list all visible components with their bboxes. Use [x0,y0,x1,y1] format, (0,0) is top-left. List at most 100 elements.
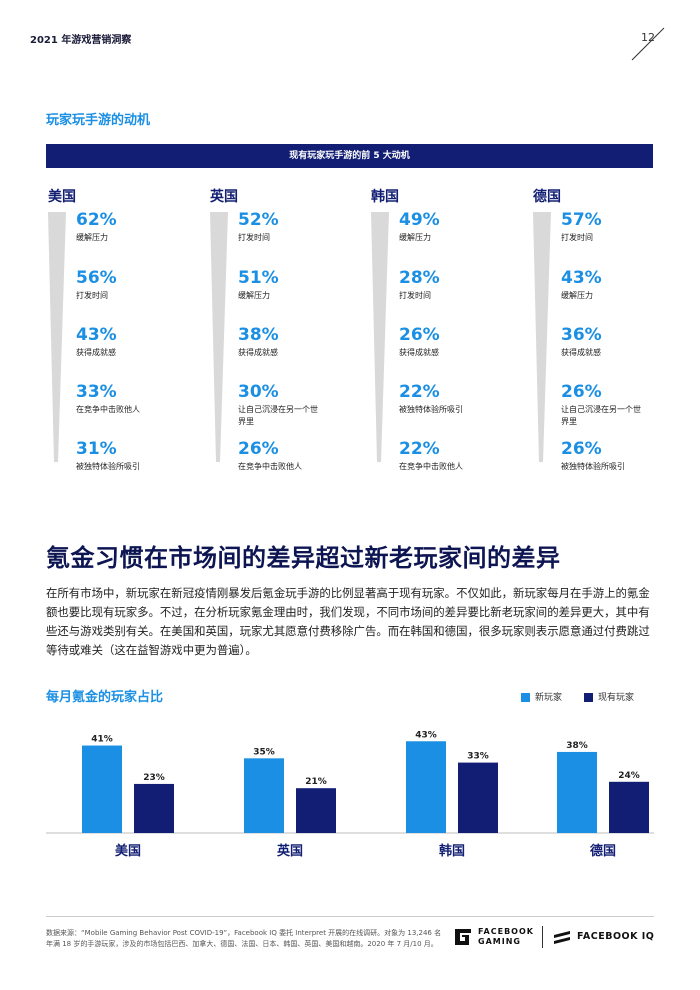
motivation-item: 57% 打发时间 [561,210,643,244]
bar-existing [296,788,336,833]
facebook-iq-text: FACEBOOK IQ [577,931,655,942]
motivation-percent: 56% [76,268,117,288]
motivation-percent: 57% [561,210,602,230]
facebook-gaming-logo: FACEBOOK GAMING [454,925,544,949]
bar-new [557,751,597,833]
legend-item-existing: 现有玩家 [584,690,634,703]
motivation-item: 38% 获得成就感 [238,325,320,359]
motivations-banner: 现有玩家玩手游的前 5 大动机 [46,144,653,168]
bar-value-label: 35% [253,747,275,757]
motivation-label: 让自己沉浸在另一个世界里 [238,405,318,426]
motivation-percent: 33% [76,382,117,402]
facebook-gaming-icon [455,929,471,945]
motivation-label: 让自己沉浸在另一个世界里 [561,405,641,426]
bar-new [244,758,284,833]
motivation-label: 缓解压力 [399,233,431,242]
motivation-percent: 62% [76,210,117,230]
motivation-item: 36% 获得成就感 [561,325,643,359]
motivation-percent: 49% [399,210,440,230]
motivation-item: 43% 获得成就感 [76,325,158,359]
facebook-gaming-line1: FACEBOOK [478,927,534,936]
motivation-item: 43% 缓解压力 [561,268,643,302]
motivation-label: 获得成就感 [399,348,439,357]
motivation-label: 获得成就感 [561,348,601,357]
legend-label-existing: 现有玩家 [598,693,635,703]
rank-wedge [371,212,389,462]
motivation-label: 在竞争中击败他人 [238,462,302,471]
bar-value-label: 24% [618,771,640,781]
legend-label-new: 新玩家 [535,693,563,703]
bar-existing [609,781,649,833]
motivation-percent: 31% [76,439,117,459]
category-label: 美国 [115,843,141,859]
rank-wedge [210,212,228,462]
category-label: 英国 [276,843,303,859]
slash-decoration [631,27,665,61]
motivation-label: 被独特体验所吸引 [76,462,140,471]
motivation-item: 62% 缓解压力 [76,210,158,244]
footer-divider [46,916,654,917]
motivation-percent: 43% [76,325,117,345]
motivation-item: 30% 让自己沉浸在另一个世界里 [238,382,320,428]
motivation-item: 26% 在竞争中击败他人 [238,439,320,473]
facebook-iq-logo: FACEBOOK IQ [553,927,663,949]
motivation-percent: 28% [399,268,440,288]
motivation-label: 获得成就感 [76,348,116,357]
bar-existing [134,783,174,833]
motivation-label: 缓解压力 [76,233,108,242]
motivation-percent: 43% [561,268,602,288]
footer-source: 数据来源：“Mobile Gaming Behavior Post COVID-… [46,929,442,948]
motivation-label: 获得成就感 [238,348,278,357]
motivation-item: 49% 缓解压力 [399,210,481,244]
motivation-percent: 26% [561,382,602,402]
category-label: 韩国 [439,843,465,859]
motivation-item: 22% 在竞争中击败他人 [399,439,481,473]
bar-chart: 41% 23% 美国 35% 21% 英国 43% 33% 韩国 38% 24% 德国 [46,730,654,859]
motivation-item: 26% 获得成就感 [399,325,481,359]
motivations-section-title: 玩家玩手游的动机 [46,113,151,128]
country-label: 美国 [48,189,76,205]
spending-heading: 氪金习惯在市场间的差异超过新老玩家间的差异 [46,544,561,572]
bar-new [82,745,122,833]
motivation-percent: 51% [238,268,279,288]
motivation-label: 被独特体验所吸引 [561,462,625,471]
bar-value-label: 23% [143,773,165,783]
rank-wedge [533,212,551,462]
motivation-percent: 36% [561,325,602,345]
spending-paragraph: 在所有市场中，新玩家在新冠疫情刚暴发后氪金玩手游的比例显著高于现有玩家。不仅如此… [46,586,650,657]
motivation-item: 22% 被独特体验所吸引 [399,382,481,416]
motivation-label: 在竞争中击败他人 [76,405,140,414]
motivation-percent: 52% [238,210,279,230]
motivation-label: 缓解压力 [561,291,593,300]
motivation-percent: 22% [399,382,440,402]
motivation-column: 德国 57% 打发时间 43% 缓解压力 36% 获得成就感 26% 让自己沉浸在另一个世界里 2… [531,182,681,482]
motivation-percent: 26% [238,439,279,459]
bar-new [406,741,446,833]
motivation-label: 打发时间 [561,233,593,242]
category-label: 德国 [590,843,616,859]
bar-value-label: 33% [467,752,489,762]
legend-swatch-existing [584,693,593,702]
motivation-label: 被独特体验所吸引 [399,405,463,414]
motivation-percent: 26% [399,325,440,345]
legend-swatch-new [521,693,530,702]
header-title: 2021 年游戏营销洞察 [30,35,132,46]
motivation-column: 美国 62% 缓解压力 56% 打发时间 43% 获得成就感 33% 在竞争中击败他人 31% 被独… [46,182,196,482]
motivation-item: 56% 打发时间 [76,268,158,302]
bar-value-label: 43% [415,730,437,740]
motivation-label: 在竞争中击败他人 [399,462,463,471]
motivation-item: 28% 打发时间 [399,268,481,302]
logo-separator [542,926,543,948]
legend-item-new: 新玩家 [521,690,562,703]
motivation-item: 31% 被独特体验所吸引 [76,439,158,473]
bar-existing [458,762,498,833]
motivation-percent: 22% [399,439,440,459]
motivation-item: 26% 被独特体验所吸引 [561,439,643,473]
bar-value-label: 41% [91,735,113,745]
motivation-item: 33% 在竞争中击败他人 [76,382,158,416]
motivation-percent: 38% [238,325,279,345]
facebook-gaming-line2: GAMING [478,937,521,946]
rank-wedge [48,212,66,462]
country-label: 英国 [210,189,238,205]
country-label: 德国 [533,189,561,205]
